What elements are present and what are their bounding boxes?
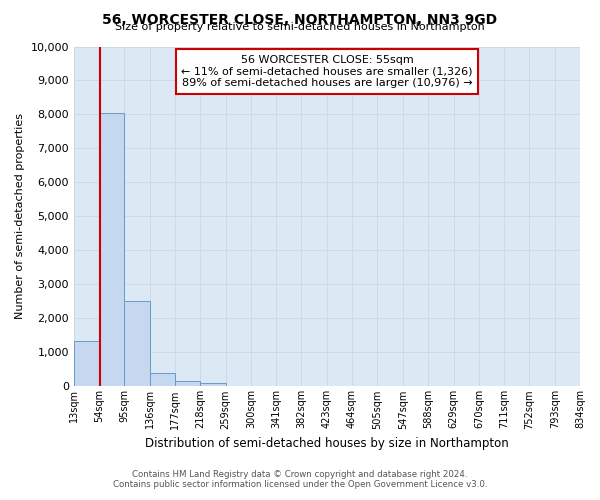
Bar	[175, 382, 200, 386]
Bar	[74, 342, 99, 386]
Text: 56 WORCESTER CLOSE: 55sqm
← 11% of semi-detached houses are smaller (1,326)
89% : 56 WORCESTER CLOSE: 55sqm ← 11% of semi-…	[181, 55, 473, 88]
Bar	[200, 383, 226, 386]
Bar	[150, 374, 175, 386]
X-axis label: Distribution of semi-detached houses by size in Northampton: Distribution of semi-detached houses by …	[145, 437, 509, 450]
Bar	[124, 300, 150, 386]
Text: Size of property relative to semi-detached houses in Northampton: Size of property relative to semi-detach…	[115, 22, 485, 32]
Text: 56, WORCESTER CLOSE, NORTHAMPTON, NN3 9GD: 56, WORCESTER CLOSE, NORTHAMPTON, NN3 9G…	[103, 12, 497, 26]
Bar	[99, 113, 124, 386]
Y-axis label: Number of semi-detached properties: Number of semi-detached properties	[15, 114, 25, 320]
Text: Contains HM Land Registry data © Crown copyright and database right 2024.
Contai: Contains HM Land Registry data © Crown c…	[113, 470, 487, 489]
